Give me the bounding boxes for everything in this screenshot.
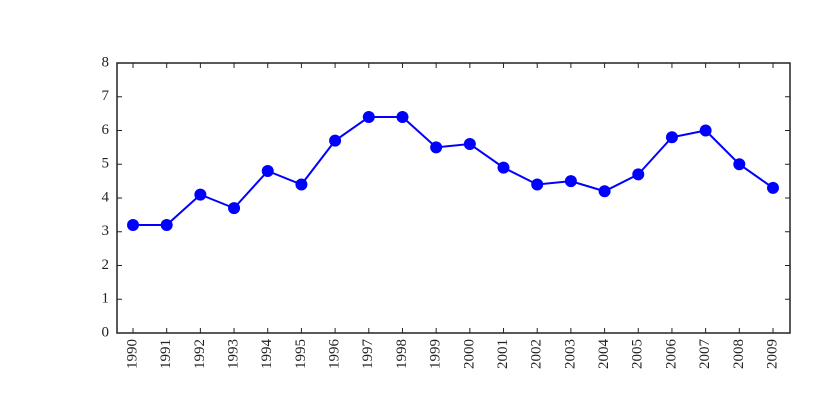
y-tick-label: 4: [102, 189, 110, 205]
x-tick-label: 2008: [731, 339, 747, 369]
x-tick-label: 2003: [562, 339, 578, 369]
marker: [160, 219, 173, 231]
marker: [430, 141, 443, 154]
marker: [497, 161, 510, 174]
marker: [295, 178, 308, 191]
y-tick-label: 1: [102, 291, 110, 307]
x-tick-label: 2007: [697, 339, 713, 370]
marker: [531, 178, 544, 191]
marker: [261, 165, 274, 177]
x-tick-label: 2000: [461, 339, 477, 369]
x-tick-label: 2005: [630, 339, 646, 369]
marker: [127, 219, 139, 231]
marker: [228, 202, 241, 215]
marker: [194, 188, 207, 201]
x-tick-label: 1999: [428, 339, 444, 369]
y-tick-label: 7: [102, 88, 110, 104]
x-tick-label: 2006: [663, 339, 679, 370]
marker: [329, 134, 342, 147]
x-tick-label: 1994: [259, 339, 275, 370]
x-tick-label: 1996: [327, 339, 343, 370]
x-tick-label: 1992: [192, 339, 208, 369]
x-tick-label: 1997: [360, 339, 376, 370]
y-tick-label: 3: [102, 223, 110, 239]
marker: [632, 168, 645, 181]
y-tick-label: 6: [102, 122, 110, 138]
marker: [699, 124, 712, 137]
y-tick-label: 5: [102, 156, 110, 172]
marker: [665, 131, 678, 144]
x-tick-label: 1998: [394, 339, 410, 369]
marker: [733, 158, 746, 171]
marker: [598, 185, 611, 198]
x-tick-label: 1993: [225, 339, 241, 369]
y-tick-label: 0: [102, 324, 110, 340]
line: [133, 116, 774, 226]
marker: [564, 175, 577, 188]
x-tick-label: 2001: [495, 339, 511, 369]
y-tick-label: 2: [102, 257, 110, 273]
x-tick-label: 2004: [596, 339, 612, 370]
marker: [463, 138, 476, 150]
marker: [362, 111, 375, 123]
x-tick-label: 1995: [293, 339, 309, 369]
y-tick-label: 8: [102, 54, 110, 70]
plot-frame: [116, 62, 791, 334]
x-tick-label: 1990: [124, 339, 140, 369]
x-tick-label: 2002: [529, 339, 545, 369]
marker: [767, 181, 779, 194]
marker: [396, 111, 409, 123]
x-tick-label: 2009: [764, 339, 780, 369]
x-tick-label: 1991: [158, 339, 174, 369]
